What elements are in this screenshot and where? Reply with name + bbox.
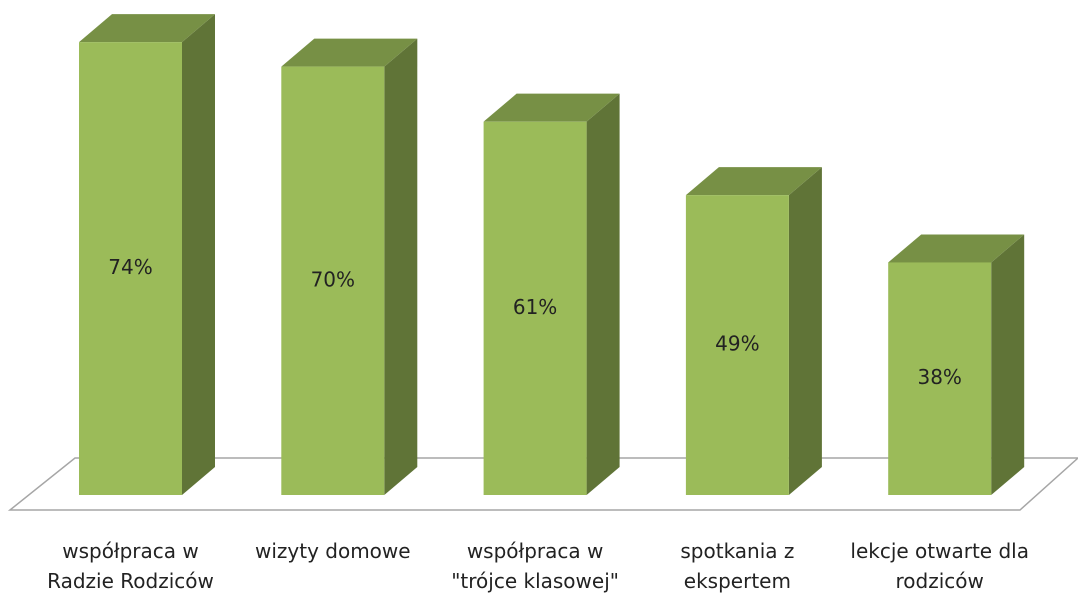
bar bbox=[79, 42, 182, 496]
bar bbox=[281, 66, 385, 495]
x-tick-label: współpraca w Radzie Rodziców bbox=[47, 539, 214, 593]
bar bbox=[483, 121, 587, 496]
bar bbox=[685, 195, 789, 495]
x-tick-label: współpraca w "trójce klasowej" bbox=[451, 539, 619, 593]
bar-top bbox=[79, 14, 215, 43]
value-label: 49% bbox=[715, 332, 759, 356]
bar-side bbox=[384, 38, 418, 495]
floor bbox=[7, 457, 1078, 511]
bar-side bbox=[991, 234, 1025, 495]
value-label: 74% bbox=[108, 255, 152, 279]
bar-top bbox=[685, 167, 822, 196]
bar-top bbox=[888, 234, 1025, 263]
bar-side bbox=[788, 167, 822, 495]
x-tick-label: spotkania z ekspertem bbox=[680, 539, 795, 593]
bar-side bbox=[182, 14, 215, 496]
bar-side bbox=[586, 93, 620, 496]
bar-top bbox=[281, 38, 418, 67]
value-label: 61% bbox=[513, 295, 557, 319]
bar-top bbox=[483, 93, 620, 122]
x-tick-label: wizyty domowe bbox=[254, 539, 411, 563]
value-label: 38% bbox=[917, 365, 961, 389]
bar bbox=[888, 262, 992, 495]
value-label: 70% bbox=[311, 267, 355, 291]
x-tick-label: lekcje otwarte dla rodziców bbox=[850, 539, 1029, 593]
